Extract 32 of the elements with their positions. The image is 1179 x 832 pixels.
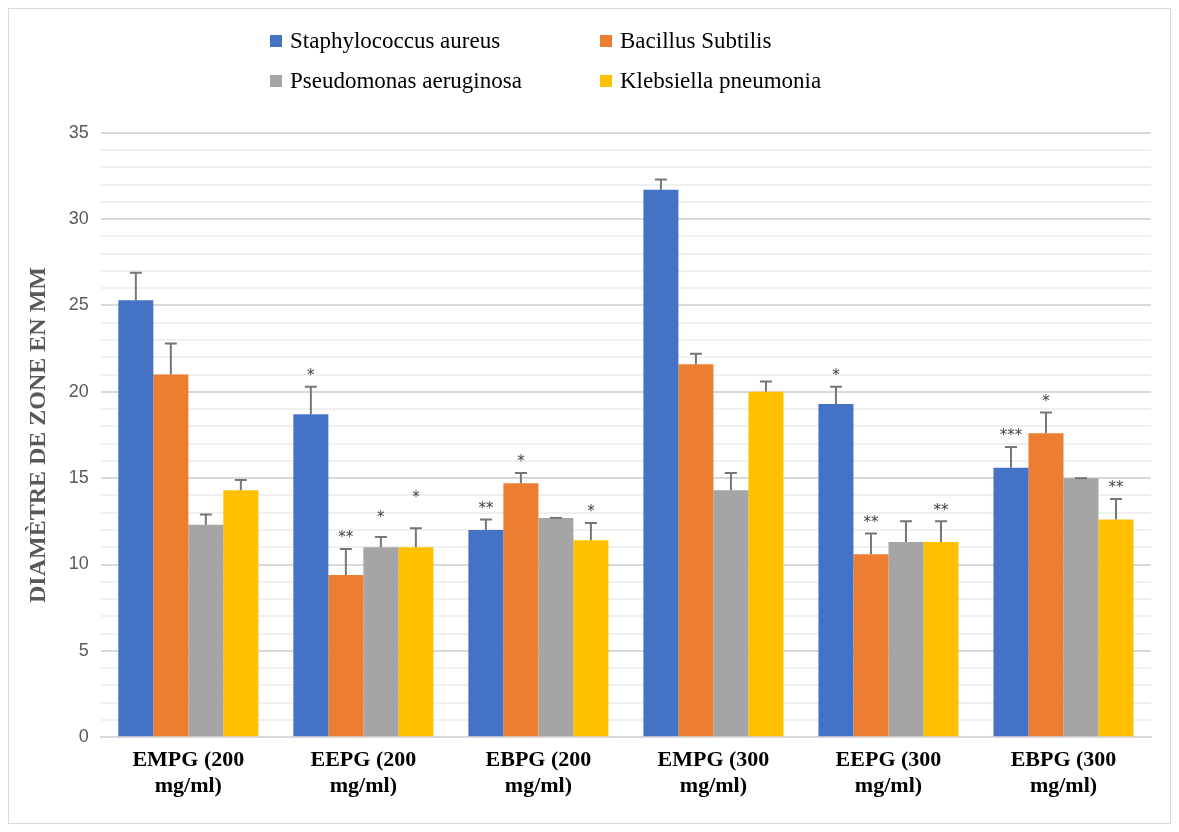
x-tick-label: EEPG (200 mg/ml) [310,746,417,798]
data-label: ** [1108,478,1124,497]
x-tick-label: EBPG (200 mg/ml) [485,746,592,798]
y-tick-label: 5 [78,639,89,660]
y-tick-label: 15 [68,467,89,488]
data-label: *** [999,426,1023,445]
y-axis-title: DIAMÈTRE DE ZONE EN MM [23,266,50,604]
legend-label: Pseudomonas aeruginosa [290,68,522,94]
data-label: * [307,366,316,385]
legend-label: Bacillus Subtilis [620,28,772,54]
data-label: ** [863,512,879,531]
data-label: * [1042,391,1051,410]
data-label: * [517,452,526,471]
x-tick-label: EEPG (300 mg/ml) [835,746,942,798]
x-tick-label: EMPG (300 mg/ml) [657,746,770,798]
data-label: * [587,502,596,521]
data-label: * [412,488,421,507]
y-tick-label: 25 [68,294,89,315]
data-label: ** [933,500,949,519]
x-tick-label: EBPG (300 mg/ml) [1010,746,1117,798]
y-tick-label: 35 [68,121,89,142]
y-tick-label: 10 [68,553,89,574]
y-tick-label: 20 [68,380,89,401]
legend-label: Staphylococcus aureus [290,28,501,54]
y-tick-label: 30 [68,208,89,229]
data-label: ** [478,499,494,518]
data-label: * [832,366,841,385]
data-label: * [377,508,386,527]
legend-label: Klebsiella pneumonia [620,68,822,94]
x-tick-label: EMPG (200 mg/ml) [132,746,245,798]
y-tick-label: 0 [78,726,89,747]
data-label: ** [338,528,354,547]
